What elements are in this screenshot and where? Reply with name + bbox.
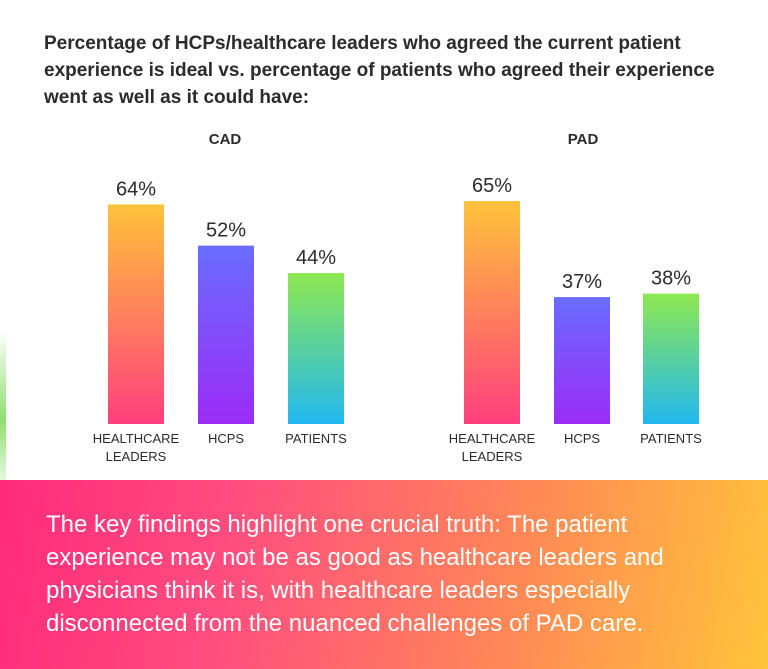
- pad-category-label-hcps: HCPS: [564, 431, 600, 446]
- pad-bar-healthcare-leaders: [464, 201, 520, 424]
- cad-value-label-patients: 44%: [296, 247, 336, 269]
- cad-category-label-hcps: HCPS: [208, 431, 244, 446]
- pad-value-label-healthcare-leaders: 65%: [472, 175, 512, 197]
- findings-banner: The key findings highlight one crucial t…: [0, 480, 768, 669]
- pad-bar-hcps: [554, 297, 610, 424]
- page-title: Percentage of HCPs/healthcare leaders wh…: [44, 33, 715, 108]
- cad-category-label-healthcare-leaders: HEALTHCARE LEADERS: [93, 431, 180, 464]
- cad-bar-healthcare-leaders: [108, 204, 164, 424]
- chart-panel: Percentage of HCPs/healthcare leaders wh…: [0, 33, 715, 480]
- cad-chart-title: CAD: [209, 131, 242, 148]
- pad-category-label-patients: PATIENTS: [640, 431, 702, 446]
- cad-value-label-healthcare-leaders: 64%: [116, 178, 156, 200]
- pad-chart-title: PAD: [568, 131, 599, 148]
- pad-value-label-patients: 38%: [651, 268, 691, 290]
- cad-bar-hcps: [198, 245, 254, 424]
- cad-category-label-patients: PATIENTS: [285, 431, 347, 446]
- key-findings-text: The key findings highlight one crucial t…: [46, 511, 664, 637]
- cad-value-label-hcps: 52%: [206, 220, 246, 242]
- bar-charts: CAD 64% HEALTHCARE LEADERS 52% HCPS 44% PATIENT…: [93, 131, 702, 464]
- cad-bar-patients: [288, 273, 344, 424]
- pad-bar-patients: [643, 293, 699, 424]
- decorative-accent: [0, 330, 6, 480]
- pad-value-label-hcps: 37%: [562, 271, 602, 293]
- pad-category-label-healthcare-leaders: HEALTHCARE LEADERS: [449, 431, 536, 464]
